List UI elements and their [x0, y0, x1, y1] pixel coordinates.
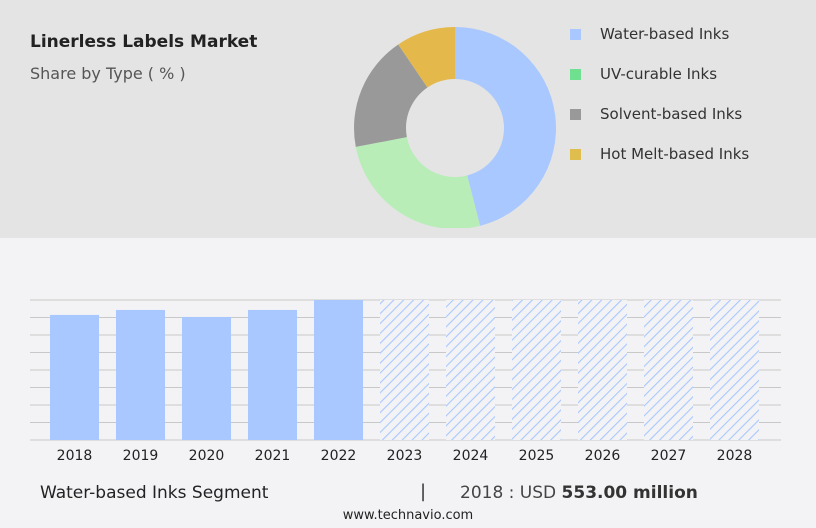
x-tick-2020: 2020	[189, 448, 225, 464]
forecast-bar-2024	[446, 300, 495, 440]
x-tick-2028: 2028	[717, 448, 753, 464]
bar-2021	[248, 309, 297, 440]
legend-swatch	[570, 68, 581, 80]
legend-label: Hot Melt-based Inks	[600, 145, 750, 163]
x-tick-2023: 2023	[387, 448, 423, 464]
x-tick-2026: 2026	[585, 448, 621, 464]
value-amount: 553.00 million	[561, 483, 698, 503]
separator: |	[420, 481, 427, 502]
x-tick-2025: 2025	[519, 448, 555, 464]
donut-slice-solvent-based-inks	[354, 44, 428, 147]
legend-item: Solvent-based Inks	[570, 94, 749, 134]
legend-swatch	[570, 148, 581, 160]
forecast-bar-2028	[710, 300, 759, 440]
x-axis-ticks: 2018 2019 2020 2021 2022 2023 2024 2025 2026 2027…	[57, 448, 753, 464]
legend: Water-based Inks UV-curable Inks Solvent-b…	[570, 14, 749, 174]
chart-subtitle: Share by Type ( % )	[30, 64, 186, 83]
legend-label: Solvent-based Inks	[600, 105, 743, 123]
chart-title: Linerless Labels Market	[30, 32, 258, 52]
legend-item: Water-based Inks	[570, 14, 749, 54]
forecast-bar-2023	[380, 300, 429, 440]
bar-2019	[116, 309, 165, 440]
bar-2022	[314, 300, 363, 440]
donut-chart	[340, 27, 580, 238]
segment-value: 2018 : USD 553.00 million	[460, 483, 698, 503]
bar-2018	[50, 314, 99, 440]
forecast-bar-2026	[578, 300, 627, 440]
bars	[50, 300, 759, 440]
donut-slice-water-based-inks	[455, 27, 556, 226]
legend-item: UV-curable Inks	[570, 54, 749, 94]
segment-label: Water-based Inks Segment	[40, 483, 269, 503]
forecast-bar-2027	[644, 300, 693, 440]
x-tick-2022: 2022	[321, 448, 357, 464]
donut-slice-hot-melt-based-inks	[398, 27, 455, 88]
bar-2020	[182, 316, 231, 440]
year-prefix: 2018 : USD	[460, 483, 562, 503]
legend-label: Water-based Inks	[600, 25, 730, 43]
panel-edge	[340, 228, 580, 238]
legend-label: UV-curable Inks	[600, 65, 718, 83]
x-tick-2019: 2019	[123, 448, 159, 464]
website: www.technavio.com	[342, 508, 474, 523]
x-tick-2021: 2021	[255, 448, 291, 464]
forecast-bar-2025	[512, 300, 561, 440]
legend-swatch	[570, 28, 581, 40]
donut-slice-uv-curable-inks	[355, 137, 481, 229]
x-tick-2024: 2024	[453, 448, 489, 464]
x-tick-2018: 2018	[57, 448, 93, 464]
x-tick-2027: 2027	[651, 448, 687, 464]
legend-item: Hot Melt-based Inks	[570, 134, 749, 174]
legend-swatch	[570, 108, 581, 120]
